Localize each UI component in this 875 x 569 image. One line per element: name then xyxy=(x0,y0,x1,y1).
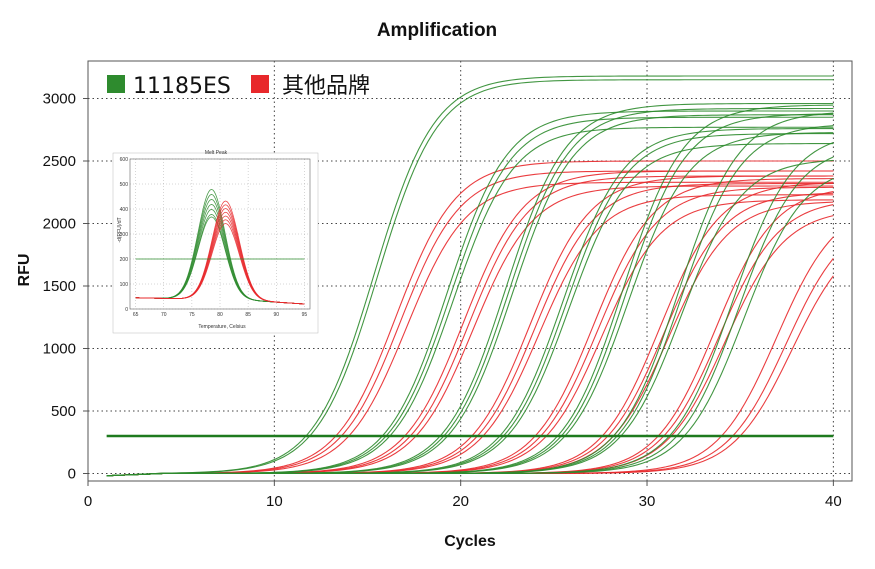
melt-peak-inset: Melt Peak Temperature, Celsius -d(RFU)/d… xyxy=(112,150,319,334)
chart-title: Amplification xyxy=(377,20,497,41)
legend-label-11185es: 11185ES xyxy=(133,74,231,99)
y-tick-label: 500 xyxy=(51,403,76,420)
x-tick-label: 40 xyxy=(825,493,842,510)
x-tick-label: 30 xyxy=(639,493,656,510)
inset-y-tick-label: 0 xyxy=(125,307,128,313)
legend-swatch-other-brand xyxy=(251,75,269,93)
x-tick-label: 20 xyxy=(452,493,469,510)
inset-y-tick-label: 500 xyxy=(120,182,129,188)
inset-x-tick-label: 85 xyxy=(245,312,251,318)
inset-x-tick-label: 95 xyxy=(302,312,308,318)
legend: 11185ES 其他品牌 xyxy=(107,74,370,99)
legend-swatch-11185es xyxy=(107,75,125,93)
melt-curve-other-brand-7 xyxy=(135,223,305,305)
x-tick-label: 0 xyxy=(84,493,92,510)
inset-x-axis-title: Temperature, Celsius xyxy=(198,324,246,330)
inset-title: Melt Peak xyxy=(205,150,228,156)
inset-ticks: 65 70 75 80 85 90 95 0 100 200 300 400 500 600 xyxy=(120,157,308,318)
inset-x-tick-label: 90 xyxy=(273,312,279,318)
inset-y-tick-label: 100 xyxy=(120,282,129,288)
x-tick-label: 10 xyxy=(266,493,283,510)
inset-y-tick-label: 400 xyxy=(120,207,129,213)
inset-y-axis-title: -d(RFU)/dT xyxy=(117,217,123,242)
x-axis-title: Cycles xyxy=(444,533,496,550)
y-axis-title: RFU xyxy=(16,254,33,287)
inset-x-tick-label: 70 xyxy=(161,312,167,318)
inset-x-tick-label: 80 xyxy=(217,312,223,318)
amplification-curve-11185es-2 xyxy=(106,79,834,477)
inset-curves xyxy=(135,189,305,305)
legend-label-other-brand: 其他品牌 xyxy=(282,74,370,99)
y-tick-label: 0 xyxy=(68,466,76,483)
inset-y-tick-label: 600 xyxy=(120,157,129,163)
y-tick-label: 2500 xyxy=(43,153,76,170)
inset-x-tick-label: 75 xyxy=(189,312,195,318)
inset-x-tick-label: 65 xyxy=(133,312,139,318)
y-tick-label: 1500 xyxy=(43,278,76,295)
curve-layer xyxy=(106,75,834,477)
y-tick-label: 3000 xyxy=(43,91,76,108)
y-tick-label: 2000 xyxy=(43,216,76,233)
y-tick-label: 1000 xyxy=(43,341,76,358)
plot-frame xyxy=(87,60,853,482)
inset-frame xyxy=(129,158,311,310)
amplification-curve-11185es-20 xyxy=(106,178,834,477)
inset-y-tick-label: 300 xyxy=(120,232,129,238)
inset-y-tick-label: 200 xyxy=(120,257,129,263)
